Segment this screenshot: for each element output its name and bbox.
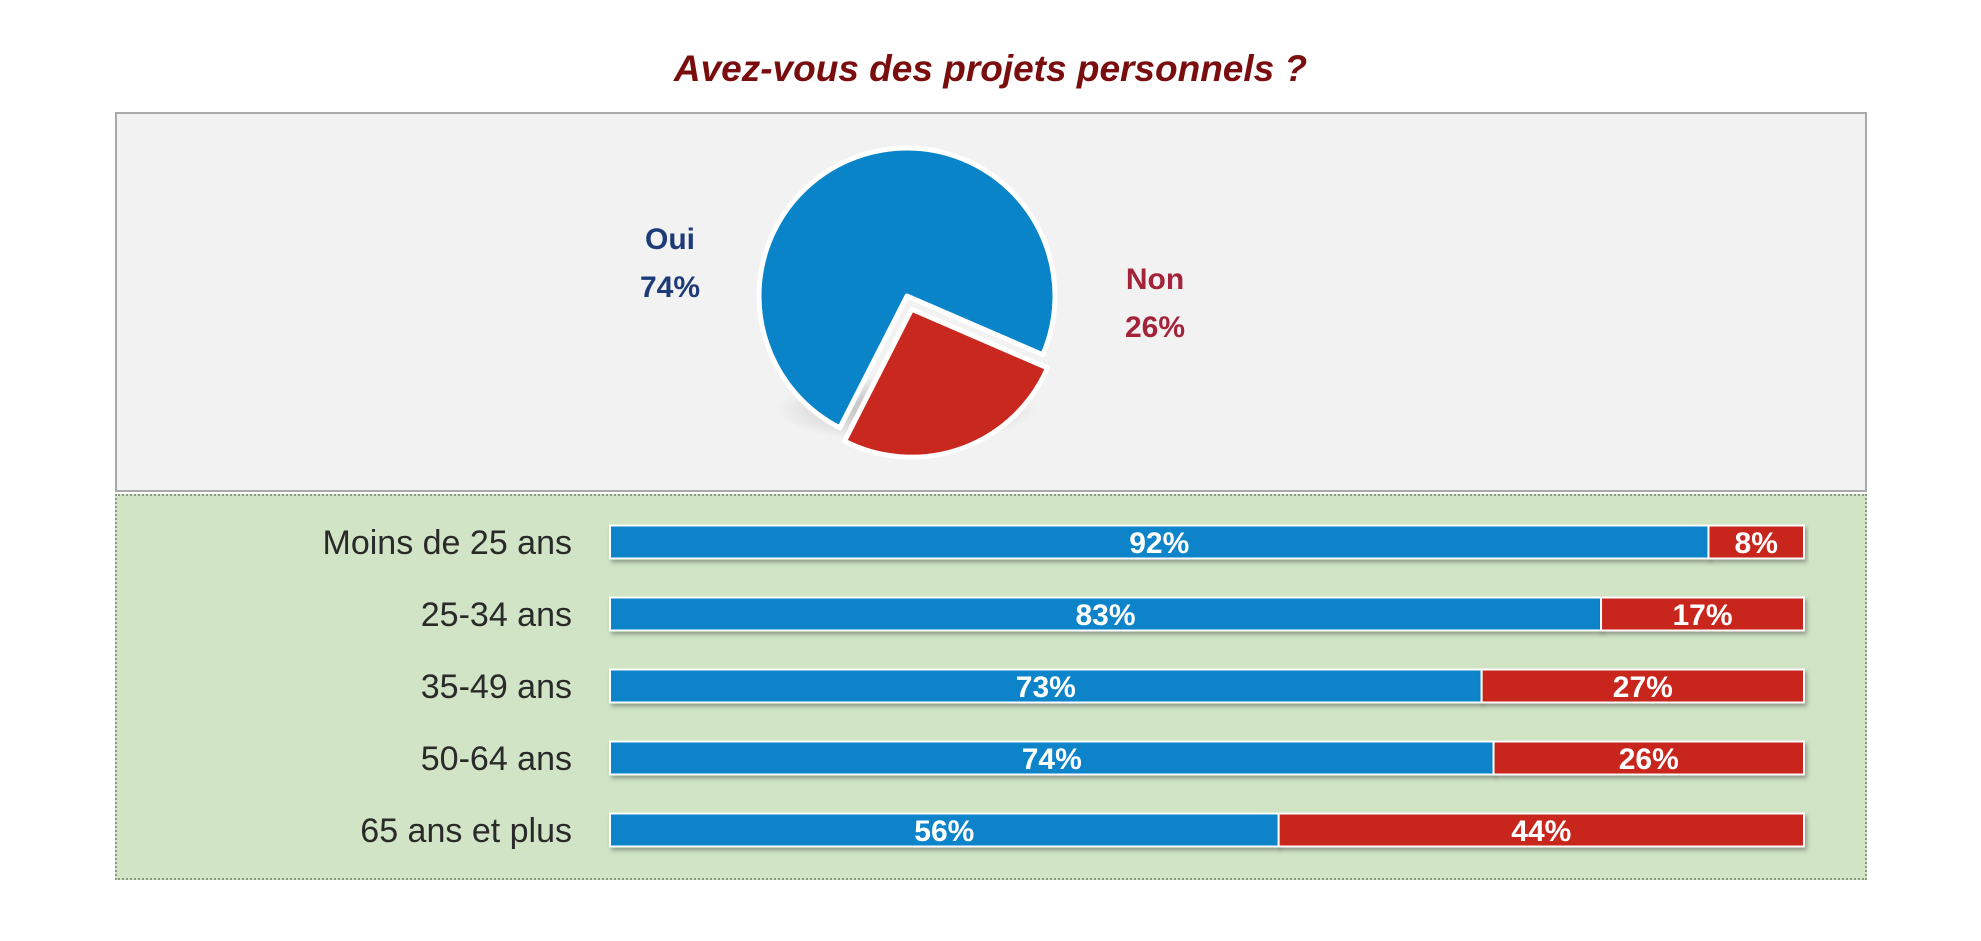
bars-panel: Moins de 25 ans 92% 8% 25-34 ans 83% 17% 35-49… — [115, 494, 1867, 880]
bar-segment-non — [1277, 812, 1805, 848]
bar-value-label: 83% — [1075, 599, 1135, 632]
pie-value-non: 26% — [1125, 311, 1185, 344]
bar-segment-oui — [609, 740, 1495, 776]
bar-value-label: 8% — [1735, 527, 1778, 560]
pie-slice-non — [842, 306, 1051, 460]
bar-value-label: 27% — [1613, 671, 1673, 704]
category-label: 65 ans et plus — [360, 812, 572, 850]
stacked-bar-chart: Moins de 25 ans 92% 8% 25-34 ans 83% 17% 35-49… — [323, 524, 1806, 850]
bar-segment-non — [1707, 524, 1805, 560]
bar-segment-non — [1600, 596, 1806, 632]
pie-panel: Oui 74% Non 26% — [115, 112, 1867, 492]
pie-label-non: Non — [1126, 263, 1184, 296]
bar-value-label: 56% — [914, 815, 974, 848]
bar-value-label: 26% — [1619, 743, 1679, 776]
bar-value-label: 74% — [1022, 743, 1082, 776]
pie-chart: Oui 74% Non 26% — [640, 145, 1185, 460]
pie-label-oui: Oui — [645, 223, 695, 256]
bar-value-label: 73% — [1016, 671, 1076, 704]
category-label: 50-64 ans — [421, 740, 572, 778]
pie-slice-oui — [756, 145, 1058, 431]
bar-segment-non — [1480, 668, 1805, 704]
category-label: Moins de 25 ans — [323, 524, 573, 562]
bar-segment-oui — [609, 596, 1603, 632]
category-label: 25-34 ans — [421, 596, 572, 634]
bar-segment-non — [1492, 740, 1806, 776]
bar-segment-oui — [609, 668, 1483, 704]
bar-value-label: 44% — [1511, 815, 1571, 848]
bar-value-label: 92% — [1129, 527, 1189, 560]
pie-value-oui: 74% — [640, 271, 700, 304]
bar-value-label: 17% — [1672, 599, 1732, 632]
category-label: 35-49 ans — [421, 668, 572, 706]
chart-title: Avez-vous des projets personnels ? — [673, 48, 1308, 89]
